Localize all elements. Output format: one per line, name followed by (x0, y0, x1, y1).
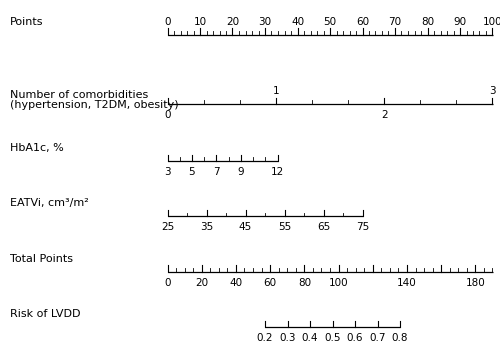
Text: 70: 70 (388, 17, 402, 27)
Text: 45: 45 (239, 222, 252, 233)
Text: 100: 100 (482, 17, 500, 27)
Text: Points: Points (10, 17, 43, 27)
Text: 30: 30 (258, 17, 272, 27)
Text: 3: 3 (489, 86, 496, 96)
Text: 0.6: 0.6 (347, 333, 363, 343)
Text: 0: 0 (164, 110, 171, 120)
Text: 10: 10 (194, 17, 206, 27)
Text: 60: 60 (264, 278, 276, 288)
Text: 0.2: 0.2 (257, 333, 273, 343)
Text: 20: 20 (226, 17, 239, 27)
Text: 75: 75 (356, 222, 369, 233)
Text: 90: 90 (454, 17, 466, 27)
Text: 55: 55 (278, 222, 291, 233)
Text: 65: 65 (317, 222, 330, 233)
Text: 60: 60 (356, 17, 369, 27)
Text: 180: 180 (466, 278, 485, 288)
Text: 80: 80 (421, 17, 434, 27)
Text: Total Points: Total Points (10, 254, 73, 264)
Text: 5: 5 (188, 167, 196, 177)
Text: 0.4: 0.4 (302, 333, 318, 343)
Text: 25: 25 (161, 222, 174, 233)
Text: 40: 40 (230, 278, 242, 288)
Text: 140: 140 (397, 278, 417, 288)
Text: 2: 2 (381, 110, 388, 120)
Text: 0: 0 (164, 17, 171, 27)
Text: 40: 40 (291, 17, 304, 27)
Text: 80: 80 (298, 278, 311, 288)
Text: 12: 12 (271, 167, 284, 177)
Text: 0.8: 0.8 (392, 333, 408, 343)
Text: 1: 1 (272, 86, 279, 96)
Text: EATVi, cm³/m²: EATVi, cm³/m² (10, 198, 89, 208)
Text: 35: 35 (200, 222, 213, 233)
Text: 0: 0 (164, 278, 171, 288)
Text: (hypertension, T2DM, obesity): (hypertension, T2DM, obesity) (10, 100, 178, 110)
Text: 3: 3 (164, 167, 171, 177)
Text: 20: 20 (195, 278, 208, 288)
Text: 7: 7 (213, 167, 220, 177)
Text: HbA1c, %: HbA1c, % (10, 143, 64, 153)
Text: 50: 50 (324, 17, 336, 27)
Text: 0.5: 0.5 (324, 333, 341, 343)
Text: Number of comorbidities: Number of comorbidities (10, 90, 148, 100)
Text: 0.3: 0.3 (279, 333, 296, 343)
Text: 0.7: 0.7 (369, 333, 386, 343)
Text: 100: 100 (328, 278, 348, 288)
Text: 9: 9 (238, 167, 244, 177)
Text: Risk of LVDD: Risk of LVDD (10, 309, 80, 319)
